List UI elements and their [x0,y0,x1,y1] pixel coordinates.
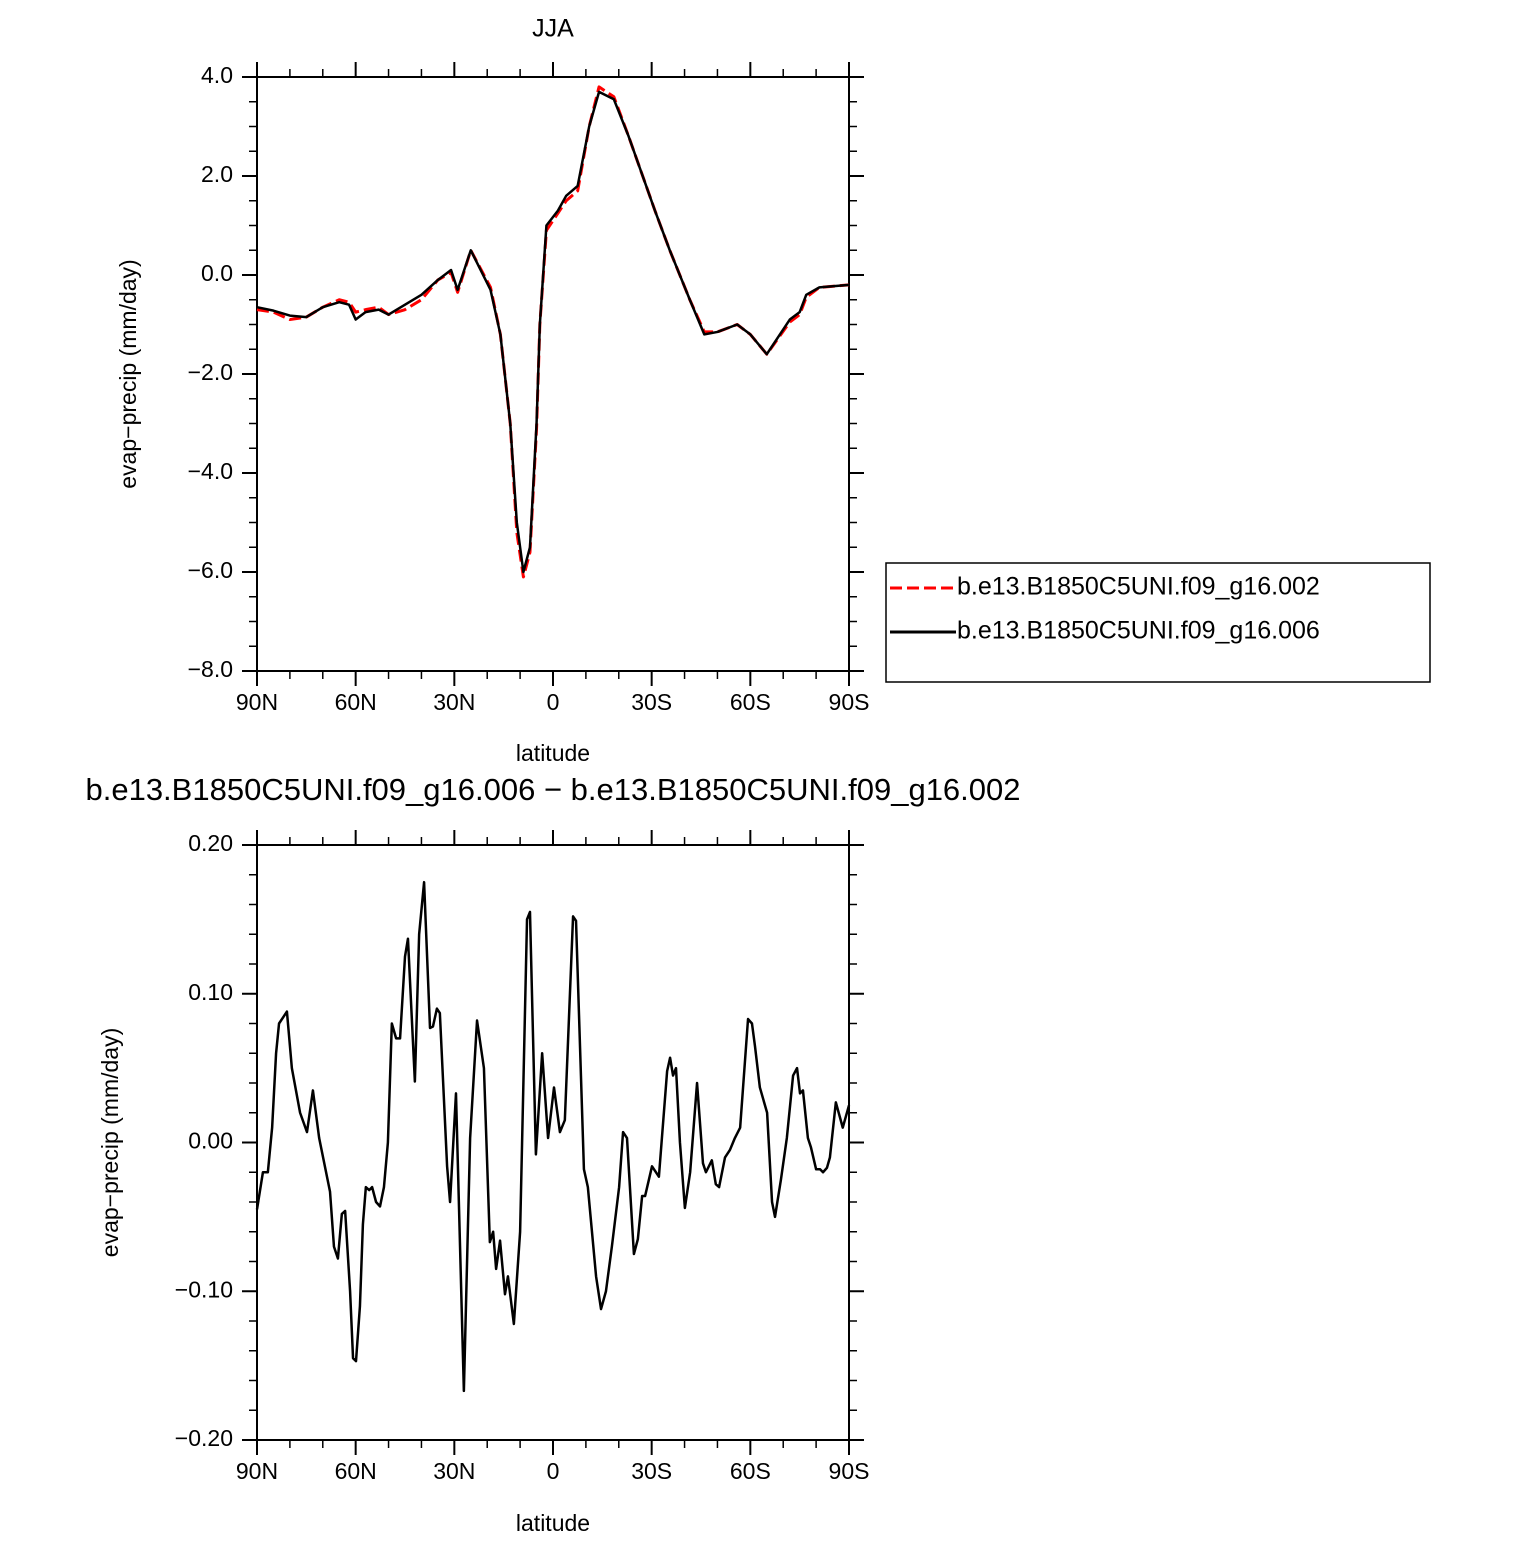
y-tick-label: 0.00 [188,1128,233,1154]
y-tick-label: −0.10 [175,1276,233,1302]
y-tick-label: −8.0 [188,656,233,682]
x-tick-label: 60S [730,1458,771,1484]
legend-label: b.e13.B1850C5UNI.f09_g16.002 [957,573,1320,601]
legend-box [885,562,1431,683]
y-tick-label: 2.0 [201,161,233,187]
x-tick-label: 0 [547,689,560,715]
y-axis-label: evap−precip (mm/day) [97,1028,123,1257]
x-tick-label: 30S [631,1458,672,1484]
y-tick-label: −0.20 [175,1425,233,1451]
x-tick-label: 30N [433,1458,475,1484]
y-tick-label: 4.0 [201,62,233,88]
x-tick-label: 90S [829,1458,870,1484]
x-axis-label: latitude [516,740,590,766]
y-tick-label: 0.0 [201,260,233,286]
x-tick-label: 60S [730,689,771,715]
legend-label: b.e13.B1850C5UNI.f09_g16.006 [957,617,1320,645]
x-tick-label: 30S [631,689,672,715]
chart-title: JJA [532,15,574,43]
y-tick-label: 0.10 [188,979,233,1005]
data-line [256,85,850,579]
y-tick-label: 0.20 [188,830,233,856]
plot-frame [256,76,850,672]
chart-title: b.e13.B1850C5UNI.f09_g16.006 − b.e13.B18… [85,772,1020,807]
x-tick-label: 90S [829,689,870,715]
x-axis-label: latitude [516,1510,590,1536]
x-tick-label: 60N [335,1458,377,1484]
data-line [256,90,850,574]
plot-frame [256,844,850,1441]
x-tick-label: 90N [236,689,278,715]
y-tick-label: −2.0 [188,359,233,385]
y-tick-label: −6.0 [188,557,233,583]
y-axis-label: evap−precip (mm/day) [115,259,141,488]
data-line [255,880,851,1393]
x-tick-label: 90N [236,1458,278,1484]
y-tick-label: −4.0 [188,458,233,484]
x-tick-label: 60N [335,689,377,715]
x-tick-label: 30N [433,689,475,715]
x-tick-label: 0 [547,1458,560,1484]
